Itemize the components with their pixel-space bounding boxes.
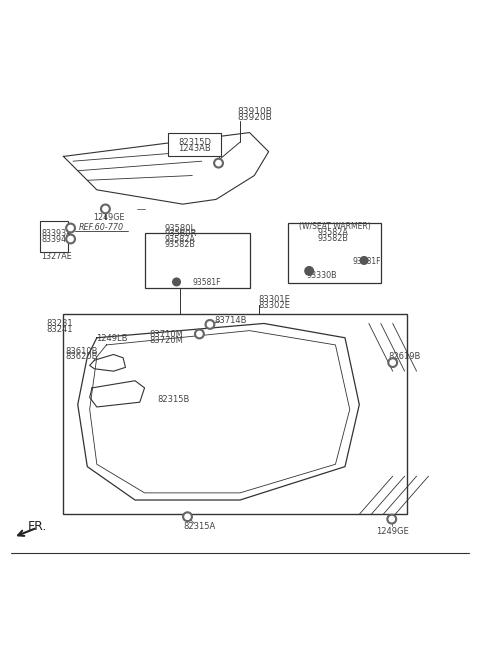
Text: 83920B: 83920B xyxy=(237,113,272,122)
Text: 93581F: 93581F xyxy=(192,278,221,288)
Text: 83910B: 83910B xyxy=(237,107,272,116)
FancyBboxPatch shape xyxy=(168,133,221,157)
Circle shape xyxy=(66,234,75,244)
Text: 1249GE: 1249GE xyxy=(376,527,409,535)
Circle shape xyxy=(205,320,215,329)
Text: 82315A: 82315A xyxy=(183,521,216,531)
Circle shape xyxy=(195,329,204,339)
Text: 93581F: 93581F xyxy=(352,257,381,266)
Text: 83610B: 83610B xyxy=(66,346,98,356)
Circle shape xyxy=(197,331,202,336)
Text: 93330B: 93330B xyxy=(307,271,337,280)
Text: 93580L: 93580L xyxy=(165,224,196,232)
Text: 83302E: 83302E xyxy=(258,301,290,310)
Text: 83241: 83241 xyxy=(47,325,73,334)
Text: 83393A: 83393A xyxy=(42,229,72,238)
Bar xyxy=(288,223,381,283)
Circle shape xyxy=(214,159,223,168)
Circle shape xyxy=(389,517,395,521)
Text: 83620B: 83620B xyxy=(66,352,98,362)
Circle shape xyxy=(68,225,73,230)
Text: 83394A: 83394A xyxy=(42,235,72,244)
Text: 83714B: 83714B xyxy=(214,316,247,324)
Text: 83231: 83231 xyxy=(47,319,73,328)
Circle shape xyxy=(183,512,192,521)
Bar xyxy=(144,233,250,288)
Text: 1327AE: 1327AE xyxy=(41,252,72,261)
Text: 83301E: 83301E xyxy=(258,295,290,304)
Circle shape xyxy=(185,514,190,519)
Text: 83710M: 83710M xyxy=(149,330,183,340)
Text: 82315B: 82315B xyxy=(157,396,190,404)
Text: FR.: FR. xyxy=(28,519,47,533)
Text: 93582A: 93582A xyxy=(318,228,348,237)
Bar xyxy=(39,221,68,252)
Text: 93582A: 93582A xyxy=(165,235,196,244)
Text: 1243AB: 1243AB xyxy=(178,144,211,153)
Text: (W/SEAT WARMER): (W/SEAT WARMER) xyxy=(299,222,371,230)
Text: 93582B: 93582B xyxy=(318,234,348,242)
Circle shape xyxy=(360,256,368,264)
Circle shape xyxy=(101,204,110,214)
Text: 1249GE: 1249GE xyxy=(93,213,124,222)
Circle shape xyxy=(68,236,73,242)
Circle shape xyxy=(216,161,221,166)
Circle shape xyxy=(207,322,213,327)
Text: 82315D: 82315D xyxy=(178,138,211,147)
Bar xyxy=(63,314,407,514)
Circle shape xyxy=(388,358,397,368)
Circle shape xyxy=(387,514,396,524)
Circle shape xyxy=(66,223,75,233)
Text: REF.60-770: REF.60-770 xyxy=(79,222,124,232)
Text: 93580R: 93580R xyxy=(164,229,196,238)
Circle shape xyxy=(390,360,396,365)
Circle shape xyxy=(305,266,313,275)
Circle shape xyxy=(103,206,108,212)
Text: 93582B: 93582B xyxy=(165,240,196,249)
Circle shape xyxy=(173,278,180,286)
Text: 82619B: 82619B xyxy=(388,352,421,362)
Text: 83720M: 83720M xyxy=(149,336,183,345)
Text: 1249LB: 1249LB xyxy=(96,334,128,343)
